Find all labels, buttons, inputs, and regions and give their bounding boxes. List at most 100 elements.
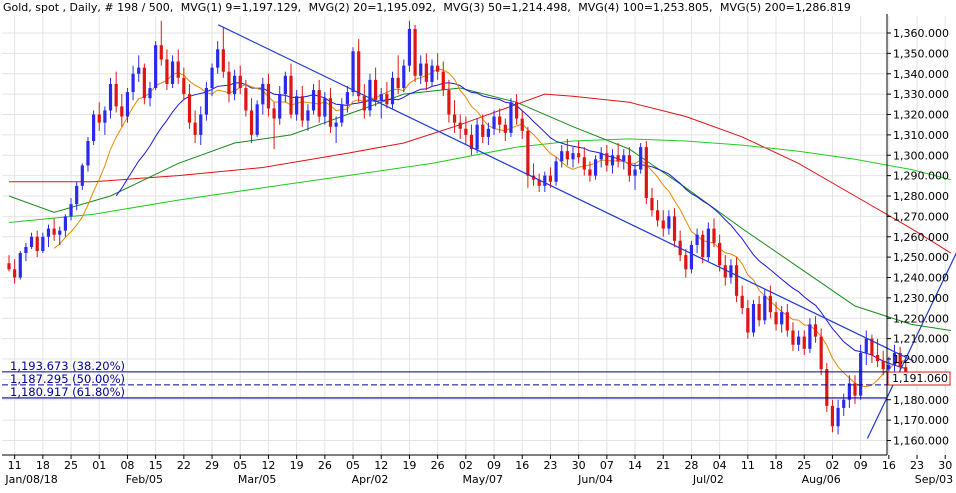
candle-body [424, 63, 428, 82]
candle-body [413, 28, 417, 76]
candle-body [605, 153, 609, 166]
candle [791, 322, 795, 351]
candle [486, 122, 490, 146]
candle-body [92, 114, 96, 141]
candle-body [639, 147, 643, 170]
candle-body [751, 303, 756, 333]
candle-body [159, 45, 163, 60]
candle-body [114, 83, 118, 107]
candle [560, 145, 564, 168]
legend-ma50: MVG(3) 50=1,214.498, [443, 1, 570, 14]
candle-body [734, 265, 739, 296]
x-tick-label: 11 [741, 459, 755, 472]
candle-body [633, 169, 637, 176]
candle-body [374, 79, 378, 101]
candle [644, 140, 648, 205]
candle-body [300, 96, 304, 121]
x-tick-label: 01 [92, 459, 106, 472]
candle-body [7, 263, 11, 270]
candle [311, 83, 316, 115]
candle [554, 157, 558, 186]
month-label: Sep/03 [915, 473, 953, 486]
y-tick-label: 1,290.000 [893, 170, 949, 183]
x-tick-label: 11 [8, 459, 22, 472]
candle [216, 41, 220, 74]
candle-body [204, 88, 208, 115]
candle [182, 67, 186, 101]
candle [221, 26, 225, 78]
fib-level-label: 1,187.295 (50.00%) [10, 372, 125, 386]
trend-line[interactable] [866, 180, 956, 439]
candle [334, 116, 338, 144]
candle-body [622, 155, 626, 162]
candle-body [853, 383, 857, 396]
candle [278, 85, 282, 125]
candle [63, 214, 67, 237]
x-tick-label: 28 [684, 459, 698, 472]
candle-body [103, 110, 107, 123]
candle [249, 98, 254, 144]
candle-body [644, 147, 648, 199]
candle [52, 218, 56, 241]
price-tag-box [887, 371, 951, 386]
candle-body [176, 61, 180, 78]
candle [323, 92, 327, 125]
candle [774, 301, 778, 331]
x-tick-label: 08 [120, 459, 134, 472]
fibonacci-levels[interactable]: 1,193.673 (38.20%)1,187.295 (50.00%)1,18… [2, 359, 887, 399]
ma50-line [8, 87, 951, 331]
candle-body [791, 330, 795, 345]
candle [734, 257, 739, 302]
candle [588, 161, 592, 182]
candle-body [672, 216, 677, 241]
candle-body [582, 157, 586, 170]
candle [577, 140, 581, 164]
candle [154, 41, 158, 91]
candle [374, 67, 378, 107]
y-tick-label: 1,240.000 [893, 272, 949, 285]
candle-body [137, 67, 141, 74]
candle-body [486, 128, 490, 137]
candle-body [712, 228, 716, 243]
candle [357, 39, 361, 103]
candle [345, 85, 349, 113]
candle [656, 200, 660, 227]
candle-body [740, 295, 744, 309]
candle-body [283, 75, 287, 95]
candle-body [317, 90, 321, 117]
candle [407, 20, 412, 72]
candle-body [543, 175, 547, 186]
x-tick-label: 30 [572, 459, 586, 472]
candle [639, 143, 643, 174]
candle-body [701, 234, 705, 258]
month-label: Aug/06 [802, 473, 841, 486]
candle [565, 138, 569, 166]
candle-body [58, 230, 62, 235]
candle-body [723, 265, 727, 278]
candle [785, 303, 789, 337]
x-tick-label: 19 [290, 459, 304, 472]
candle [853, 375, 857, 404]
candle [227, 61, 231, 103]
candle [328, 88, 333, 133]
trend-line[interactable] [217, 24, 914, 362]
trend-lines[interactable] [217, 24, 956, 439]
candle [622, 149, 626, 170]
candle-body [142, 67, 146, 99]
candle [667, 210, 671, 235]
candle-body [24, 246, 28, 254]
candle [689, 240, 694, 274]
candle-body [323, 98, 327, 117]
legend-bar [0, 0, 956, 14]
candle [317, 79, 321, 123]
candle [108, 77, 113, 119]
x-tick-label: 12 [374, 459, 388, 472]
candle-body [447, 90, 451, 115]
candle [813, 316, 818, 343]
candle-body [272, 108, 276, 119]
x-tick-label: 25 [64, 459, 78, 472]
candle [187, 83, 192, 129]
candle-body [520, 118, 524, 131]
